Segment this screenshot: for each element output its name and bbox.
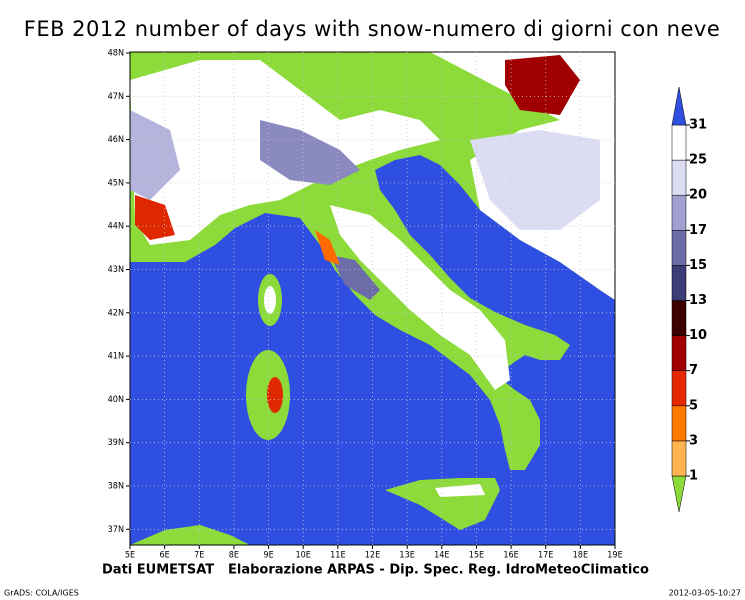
colorbar-below	[671, 475, 687, 513]
lon-label: 16E	[503, 551, 518, 561]
lon-label: 10E	[296, 551, 311, 561]
footer-right: 2012-03-05-10:27	[669, 589, 741, 598]
colorbar-box	[671, 265, 687, 301]
apennines-red	[315, 230, 340, 265]
lat-label: 45N	[108, 178, 124, 188]
snow-balkans	[470, 130, 600, 230]
colorbar-label: 13	[689, 293, 707, 308]
colorbar-box	[671, 159, 687, 196]
lon-label: 7E	[194, 551, 204, 561]
snow-alps-deep	[260, 120, 360, 185]
colorbar-label: 15	[689, 258, 707, 273]
colorbar-above	[671, 86, 687, 126]
colorbar-box	[671, 405, 687, 442]
lat-label: 38N	[108, 482, 124, 492]
snow-west	[130, 110, 180, 200]
africa	[130, 525, 250, 545]
lon-label: 13E	[399, 551, 414, 561]
colorbar-label: 17	[689, 223, 707, 238]
colorbar-box	[671, 230, 687, 266]
credit-data: Dati EUMETSAT	[102, 563, 214, 578]
sardinia-snow	[267, 377, 283, 413]
colorbar-box	[671, 335, 687, 371]
lon-label: 12E	[365, 551, 380, 561]
snow-apennines-purple	[330, 255, 380, 300]
lat-label: 37N	[108, 525, 124, 535]
lat-label: 48N	[108, 49, 124, 59]
colorbar-label: 10	[689, 328, 707, 343]
map: 5E 6E 7E 8E 9E 10E 11E 12E 13E 14E 15E 16E 17E 18E 19E…	[108, 49, 623, 561]
lon-label: 6E	[160, 551, 170, 561]
lon-label: 17E	[538, 551, 553, 561]
lat-label: 42N	[108, 308, 124, 318]
corsica-snow	[264, 286, 276, 314]
colorbar-label: 25	[689, 153, 707, 168]
lon-label: 9E	[263, 551, 273, 561]
lon-label: 18E	[573, 551, 588, 561]
colorbar-label: 5	[689, 398, 698, 413]
lat-label: 39N	[108, 438, 124, 448]
map-title: FEB 2012 number of days with snow-numero…	[24, 17, 721, 41]
lat-label: 43N	[108, 265, 124, 275]
footer-left: GrADS: COLA/IGES	[4, 589, 79, 598]
lon-label: 14E	[434, 551, 449, 561]
credit-elaboration: Elaborazione ARPAS - Dip. Spec. Reg. Idr…	[228, 563, 649, 578]
lon-label: 5E	[125, 551, 135, 561]
colorbar-label: 20	[689, 188, 707, 203]
lat-label: 47N	[108, 92, 124, 102]
colorbar-box	[671, 124, 687, 161]
lon-label: 15E	[469, 551, 484, 561]
colorbar-box	[671, 440, 687, 477]
colorbar-label: 7	[689, 363, 698, 378]
colorbar-box	[671, 300, 687, 336]
lat-label: 40N	[108, 395, 124, 405]
lon-label: 11E	[330, 551, 345, 561]
lon-label: 19E	[607, 551, 622, 561]
lat-label: 41N	[108, 352, 124, 362]
snow-north-red	[505, 55, 580, 115]
colorbar-label: 31	[689, 118, 707, 133]
snow-apennines	[330, 205, 510, 390]
lat-label: 46N	[108, 135, 124, 145]
sicily-snow	[435, 484, 485, 497]
lat-label: 44N	[108, 222, 124, 232]
colorbar-label: 3	[689, 433, 698, 448]
colorbar-box	[671, 370, 687, 407]
colorbar-label: 1	[689, 469, 698, 484]
lon-label: 8E	[229, 551, 239, 561]
colorbar-box	[671, 194, 687, 231]
